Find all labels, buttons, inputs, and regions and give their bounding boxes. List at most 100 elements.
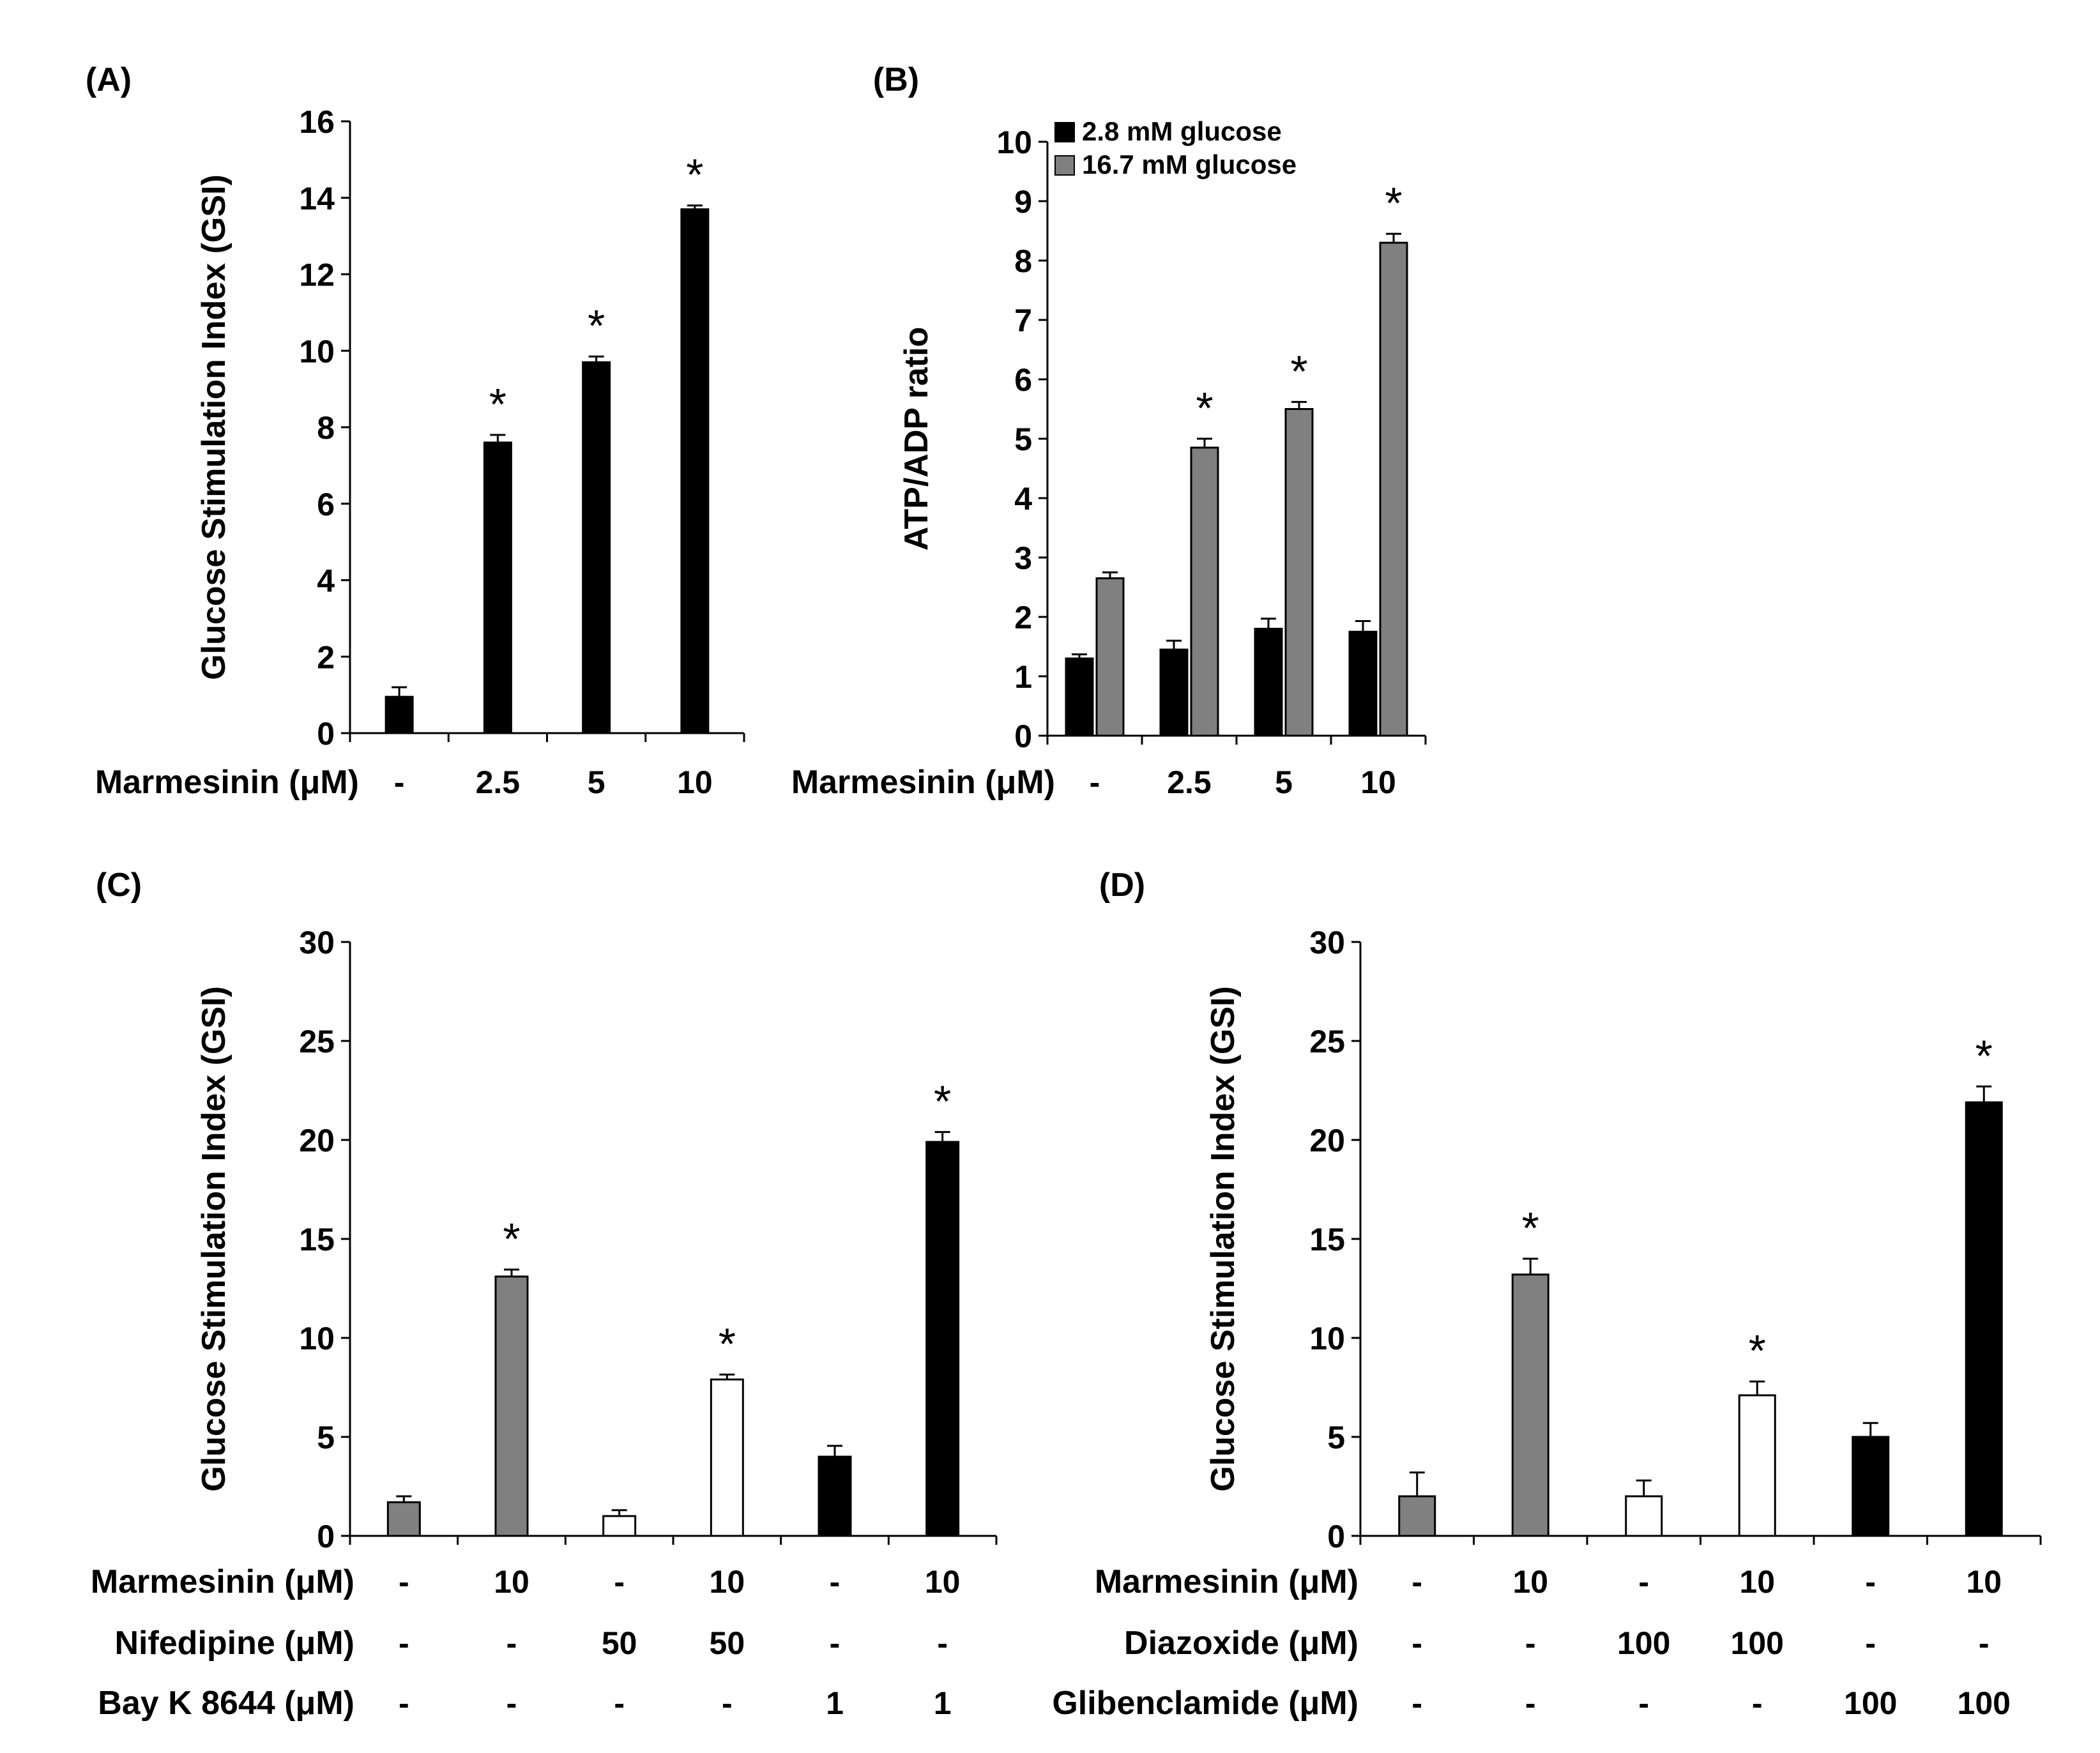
condition-value: 5 xyxy=(588,764,605,800)
y-tick-label: 2 xyxy=(1014,600,1032,635)
condition-value: 10 xyxy=(710,1564,745,1600)
bar xyxy=(818,1455,852,1537)
condition-value: - xyxy=(1090,764,1100,800)
bar xyxy=(1511,1273,1549,1537)
y-tick-label: 0 xyxy=(317,716,335,752)
y-tick-label: 2 xyxy=(317,639,335,675)
condition-value: - xyxy=(830,1625,841,1661)
condition-value: 1 xyxy=(934,1685,952,1721)
condition-value: 50 xyxy=(602,1625,637,1661)
bar xyxy=(1065,657,1094,737)
condition-row-label: Marmesinin (μM) xyxy=(1095,1563,1358,1600)
y-tick-label: 15 xyxy=(1309,1222,1345,1257)
panel-a: (A) Glucose Stimulation Index (GSI) 0 2 4 6 8 1… xyxy=(86,61,745,801)
y-tick-label: 30 xyxy=(1309,925,1345,960)
bar xyxy=(494,1275,529,1537)
bar xyxy=(384,695,414,734)
bar xyxy=(1254,628,1283,737)
significance-mark: * xyxy=(1522,1203,1539,1253)
condition-value: 50 xyxy=(710,1625,745,1661)
y-tick-label: 5 xyxy=(1327,1420,1345,1455)
significance-mark: * xyxy=(503,1214,520,1264)
y-tick-label: 8 xyxy=(317,410,335,446)
panel-label: (C) xyxy=(96,867,142,904)
condition-value: - xyxy=(1638,1685,1649,1721)
legend-swatch xyxy=(1054,122,1075,142)
y-tick-label: 5 xyxy=(1014,421,1032,457)
significance-mark: * xyxy=(1749,1326,1766,1376)
y-tick-label: 25 xyxy=(1309,1024,1345,1059)
y-tick-label: 6 xyxy=(1014,362,1032,398)
bar xyxy=(1852,1436,1890,1537)
condition-value: - xyxy=(506,1685,517,1721)
y-axis-title: Glucose Stimulation Index (GSI) xyxy=(1205,986,1242,1492)
y-tick-label: 16 xyxy=(299,104,335,140)
condition-value: - xyxy=(1411,1564,1422,1600)
y-tick-label: 6 xyxy=(317,487,335,522)
significance-mark: * xyxy=(489,379,506,429)
y-tick-label: 3 xyxy=(1014,540,1032,576)
bar xyxy=(1284,408,1314,737)
y-tick-label: 20 xyxy=(1309,1123,1345,1158)
y-tick-label: 0 xyxy=(1327,1519,1345,1554)
condition-value: - xyxy=(1865,1625,1876,1661)
bar xyxy=(1190,446,1219,737)
condition-value: 1 xyxy=(826,1685,844,1721)
condition-value: 10 xyxy=(925,1564,961,1600)
condition-value: - xyxy=(1525,1685,1536,1721)
condition-value: - xyxy=(399,1685,409,1721)
y-tick-label: 8 xyxy=(1014,243,1032,279)
condition-row-label: Glibenclamide (μM) xyxy=(1052,1685,1358,1722)
y-tick-label: 0 xyxy=(1014,718,1032,754)
bar xyxy=(1398,1495,1436,1537)
condition-value: - xyxy=(830,1564,841,1600)
bar xyxy=(1625,1495,1663,1537)
condition-value: - xyxy=(1979,1625,1990,1661)
condition-value: - xyxy=(399,1625,409,1661)
panel-label: (A) xyxy=(86,61,132,98)
significance-mark: * xyxy=(1196,383,1213,433)
bar xyxy=(386,1501,421,1537)
condition-value: 100 xyxy=(1731,1625,1784,1661)
y-tick-label: 9 xyxy=(1014,184,1032,220)
condition-value: 2.5 xyxy=(476,764,521,800)
condition-row-label: Marmesinin (μM) xyxy=(91,1563,354,1600)
y-tick-label: 1 xyxy=(1014,659,1032,695)
condition-value: 10 xyxy=(1512,1564,1548,1600)
condition-value: - xyxy=(614,1564,625,1600)
bar xyxy=(582,361,611,734)
condition-value: - xyxy=(506,1625,517,1661)
y-tick-label: 10 xyxy=(299,333,335,369)
y-axis-title: Glucose Stimulation Index (GSI) xyxy=(195,174,232,680)
y-tick-label: 12 xyxy=(299,257,335,293)
legend-label: 2.8 mM glucose xyxy=(1082,116,1282,146)
condition-value: 10 xyxy=(1739,1564,1775,1600)
y-tick-label: 5 xyxy=(317,1420,335,1455)
significance-mark: * xyxy=(588,301,605,351)
legend-swatch xyxy=(1054,155,1075,176)
condition-value: - xyxy=(399,1564,409,1600)
condition-value: - xyxy=(394,764,405,800)
condition-value: 10 xyxy=(1360,764,1396,800)
bar xyxy=(1348,630,1378,737)
condition-value: - xyxy=(614,1685,625,1721)
y-tick-label: 4 xyxy=(1014,481,1032,517)
y-tick-label: 14 xyxy=(299,181,335,216)
condition-value: 10 xyxy=(494,1564,529,1600)
panel-label: (D) xyxy=(1099,867,1145,904)
panel-label: (B) xyxy=(873,61,919,98)
condition-value: 100 xyxy=(1617,1625,1670,1661)
condition-value: 100 xyxy=(1844,1685,1897,1721)
y-tick-label: 10 xyxy=(996,125,1032,160)
bar xyxy=(680,208,710,734)
bar xyxy=(710,1378,744,1537)
significance-mark: * xyxy=(934,1077,951,1127)
y-tick-label: 25 xyxy=(299,1024,335,1059)
condition-value: - xyxy=(1865,1564,1876,1600)
panel-b: (B) ATP/ADP ratio 0 1 2 3 4 5 6 7 8 9 10 * * * Marmesini… xyxy=(791,61,1427,801)
significance-mark: * xyxy=(1385,178,1402,228)
condition-value: 5 xyxy=(1275,764,1293,800)
condition-value: - xyxy=(1525,1625,1536,1661)
significance-mark: * xyxy=(1975,1031,1993,1081)
